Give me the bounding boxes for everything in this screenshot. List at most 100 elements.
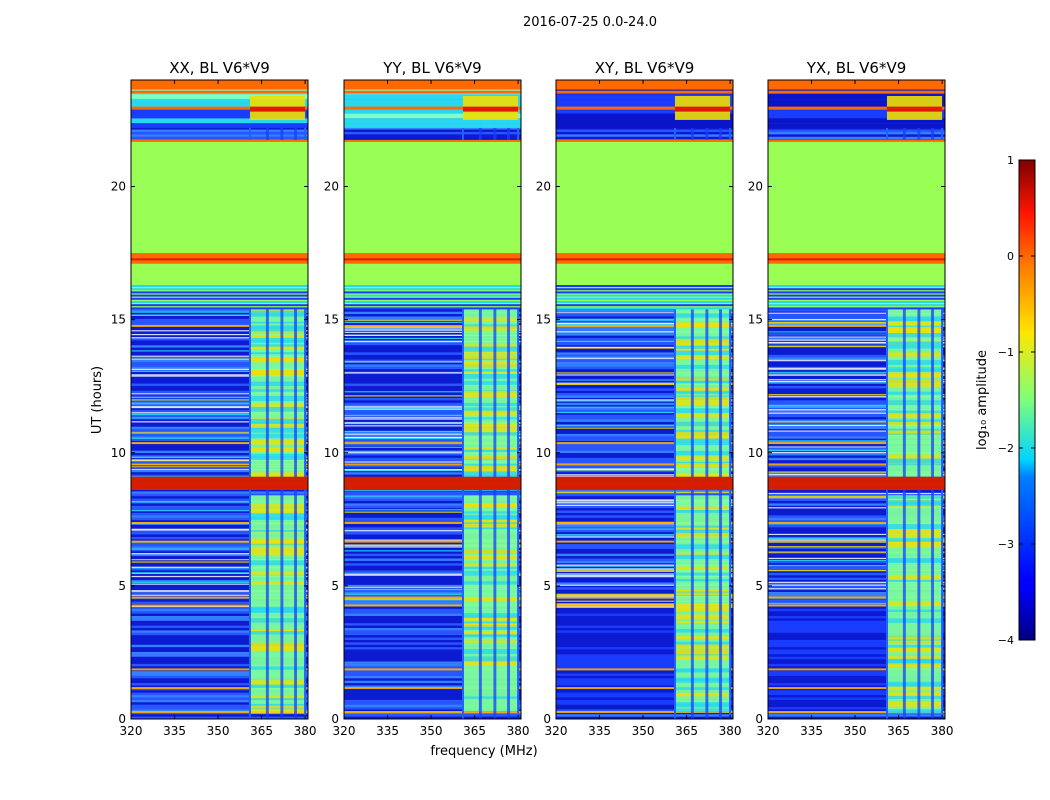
time-rfi-line [344, 544, 521, 546]
time-rfi-line [131, 358, 308, 360]
rfi-band-texture [674, 336, 731, 341]
time-rfi-line [768, 312, 945, 314]
noise-row [131, 488, 308, 492]
noise-row [131, 611, 308, 614]
time-rfi-line [131, 548, 308, 550]
rfi-band-texture [886, 430, 943, 434]
y-tick-label: 15 [748, 313, 763, 327]
rfi-band-texture [886, 345, 943, 349]
noise-row [556, 347, 733, 350]
noise-row [556, 453, 733, 456]
noise-row [768, 400, 945, 403]
time-rfi-line [768, 559, 945, 562]
y-tick-label: 0 [118, 712, 126, 726]
noise-row [344, 376, 521, 379]
noise-row [768, 680, 945, 684]
time-rfi-line [131, 355, 308, 357]
noise-row [131, 707, 308, 710]
rfi-band-texture [886, 683, 943, 687]
noise-row [131, 539, 308, 542]
noise-row [344, 692, 521, 696]
noise-row [556, 546, 733, 549]
rfi-band-texture [674, 463, 731, 468]
time-rfi-line [556, 318, 733, 321]
noise-row [768, 503, 945, 506]
x-tick-label: 335 [163, 724, 186, 738]
noise-row [768, 534, 945, 537]
noise-row [556, 414, 733, 418]
time-rfi-line [556, 534, 733, 536]
noise-row [768, 323, 945, 327]
time-rfi-line [768, 570, 945, 572]
y-tick-label: 10 [324, 446, 339, 460]
top-band-row [556, 123, 733, 128]
noise-row [556, 647, 733, 650]
noise-row [131, 407, 308, 410]
rfi-band-texture [462, 555, 519, 560]
time-rfi-line [131, 393, 308, 395]
rfi-band-texture [249, 581, 306, 585]
panel-frame [555, 79, 734, 720]
noise-row [768, 613, 945, 616]
rfi-gap-channel [902, 80, 906, 719]
top-band-line [131, 106, 308, 110]
time-rfi-line [556, 425, 733, 427]
rfi-band-texture [674, 636, 731, 639]
noise-row [131, 505, 308, 509]
time-rfi-line [556, 573, 733, 575]
time-rfi-line [344, 540, 521, 543]
noise-row [131, 697, 308, 700]
flagged-edge-row [768, 291, 945, 294]
noise-row [768, 354, 945, 358]
noise-row [344, 448, 521, 451]
noise-row [131, 472, 308, 475]
time-rfi-line [344, 436, 521, 439]
flagged-edge-row [556, 288, 733, 291]
time-rfi-line [768, 442, 945, 445]
time-rfi-line [768, 451, 945, 454]
noise-row [131, 704, 308, 708]
rfi-band-texture [249, 547, 306, 553]
time-rfi-line [344, 407, 521, 409]
noise-row [131, 335, 308, 338]
noise-row [556, 553, 733, 557]
noise-row [344, 426, 521, 430]
rfi-band-texture [462, 390, 519, 396]
noise-row [344, 323, 521, 327]
noise-row [768, 361, 945, 365]
noise-row [344, 632, 521, 636]
noise-row [556, 361, 733, 365]
rfi-band-texture [674, 450, 731, 456]
rfi-band-texture [886, 645, 943, 648]
rfi-band-texture [886, 410, 943, 415]
rfi-band-texture [462, 373, 519, 379]
noise-row [344, 599, 521, 602]
noise-row [344, 352, 521, 355]
noise-row [768, 606, 945, 609]
noise-row [131, 671, 308, 674]
time-rfi-line [344, 596, 521, 599]
noise-row [344, 517, 521, 521]
rfi-band-texture [249, 344, 306, 347]
time-rfi-line [131, 459, 308, 461]
noise-row [344, 503, 521, 506]
noise-row [131, 311, 308, 315]
noise-row [344, 373, 521, 377]
noise-row [344, 591, 521, 595]
top-band-row [131, 94, 308, 100]
noise-row [131, 534, 308, 537]
noise-row [131, 323, 308, 327]
time-rfi-line [768, 430, 945, 432]
rfi-band-texture [886, 656, 943, 660]
rfi-band-texture [674, 614, 731, 620]
panel-title: YY, BL V6*V9 [382, 59, 481, 77]
top-band-row [131, 108, 308, 114]
noise-row [768, 575, 945, 578]
noise-row [556, 699, 733, 703]
time-rfi-line [768, 446, 945, 448]
rfi-band-texture [886, 500, 943, 504]
noise-row [131, 632, 308, 636]
rfi-band-texture [462, 371, 519, 374]
noise-row [344, 443, 521, 446]
x-tick-label: 350 [207, 724, 230, 738]
